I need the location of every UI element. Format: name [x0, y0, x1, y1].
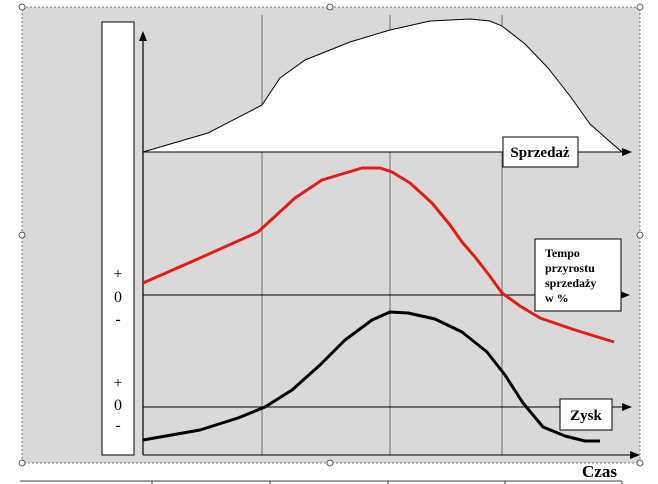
profit-sign-plus: + [113, 375, 122, 392]
profit-axis-signs: + 0 - [113, 375, 122, 434]
growth-sign-plus: + [113, 266, 122, 283]
profit-sign-zero: 0 [114, 397, 122, 414]
growth-rate-curve [142, 166, 615, 344]
sales-label-box [502, 136, 579, 168]
growth-label: Tempo przyrostu sprzedaży w % [545, 246, 596, 305]
growth-label-box [534, 238, 622, 312]
growth-label-line-3: sprzedaży [545, 276, 596, 290]
growth-sign-zero: 0 [114, 289, 122, 306]
profit-sign-minus: - [115, 417, 120, 434]
growth-label-line-4: w % [545, 291, 569, 305]
x-axis-title: Czas [582, 462, 617, 481]
sign-column [101, 21, 135, 456]
growth-label-line-1: Tempo [545, 246, 580, 260]
growth-axis-signs: + 0 - [113, 266, 122, 328]
profit-label: Zysk [570, 408, 602, 424]
growth-label-line-2: przyrostu [545, 261, 595, 275]
growth-sign-minus: - [115, 311, 120, 328]
profit-label-box [559, 398, 613, 431]
sales-area [142, 18, 624, 153]
sales-label: Sprzedaż [510, 145, 570, 161]
profit-curve [142, 310, 600, 443]
baseline-arrowheads [620, 148, 640, 459]
y-axis-arrowhead [139, 31, 147, 41]
selection-handles [18, 3, 644, 467]
